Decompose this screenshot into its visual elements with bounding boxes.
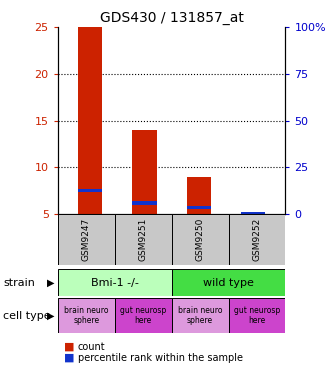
Text: ■: ■	[64, 353, 75, 363]
Bar	[58, 269, 172, 296]
Bar	[132, 201, 157, 205]
Bar	[241, 212, 265, 215]
Text: gut neurosp
here: gut neurosp here	[120, 306, 166, 325]
Bar	[186, 206, 211, 209]
Bar	[172, 214, 228, 265]
Bar	[115, 298, 172, 333]
Text: brain neuro
sphere: brain neuro sphere	[64, 306, 109, 325]
Bar	[186, 177, 211, 214]
Bar	[172, 298, 228, 333]
Text: Bmi-1 -/-: Bmi-1 -/-	[91, 278, 139, 288]
Text: ■: ■	[64, 342, 75, 352]
Text: GSM9250: GSM9250	[196, 218, 205, 261]
Bar	[58, 298, 115, 333]
Text: gut neurosp
here: gut neurosp here	[234, 306, 280, 325]
Title: GDS430 / 131857_at: GDS430 / 131857_at	[100, 11, 244, 25]
Bar	[58, 214, 115, 265]
Text: ▶: ▶	[48, 277, 55, 288]
Bar	[172, 269, 285, 296]
Text: ▶: ▶	[48, 311, 55, 321]
Text: GSM9251: GSM9251	[139, 218, 148, 261]
Bar	[78, 189, 103, 193]
Bar	[132, 130, 157, 214]
Text: GSM9247: GSM9247	[82, 218, 91, 261]
Text: brain neuro
sphere: brain neuro sphere	[178, 306, 222, 325]
Text: percentile rank within the sample: percentile rank within the sample	[78, 353, 243, 363]
Bar	[228, 298, 285, 333]
Bar	[115, 214, 172, 265]
Text: cell type: cell type	[3, 311, 51, 321]
Text: strain: strain	[3, 277, 35, 288]
Text: count: count	[78, 342, 105, 352]
Bar	[228, 214, 285, 265]
Bar	[78, 27, 103, 214]
Text: wild type: wild type	[203, 278, 254, 288]
Text: GSM9252: GSM9252	[252, 218, 261, 261]
